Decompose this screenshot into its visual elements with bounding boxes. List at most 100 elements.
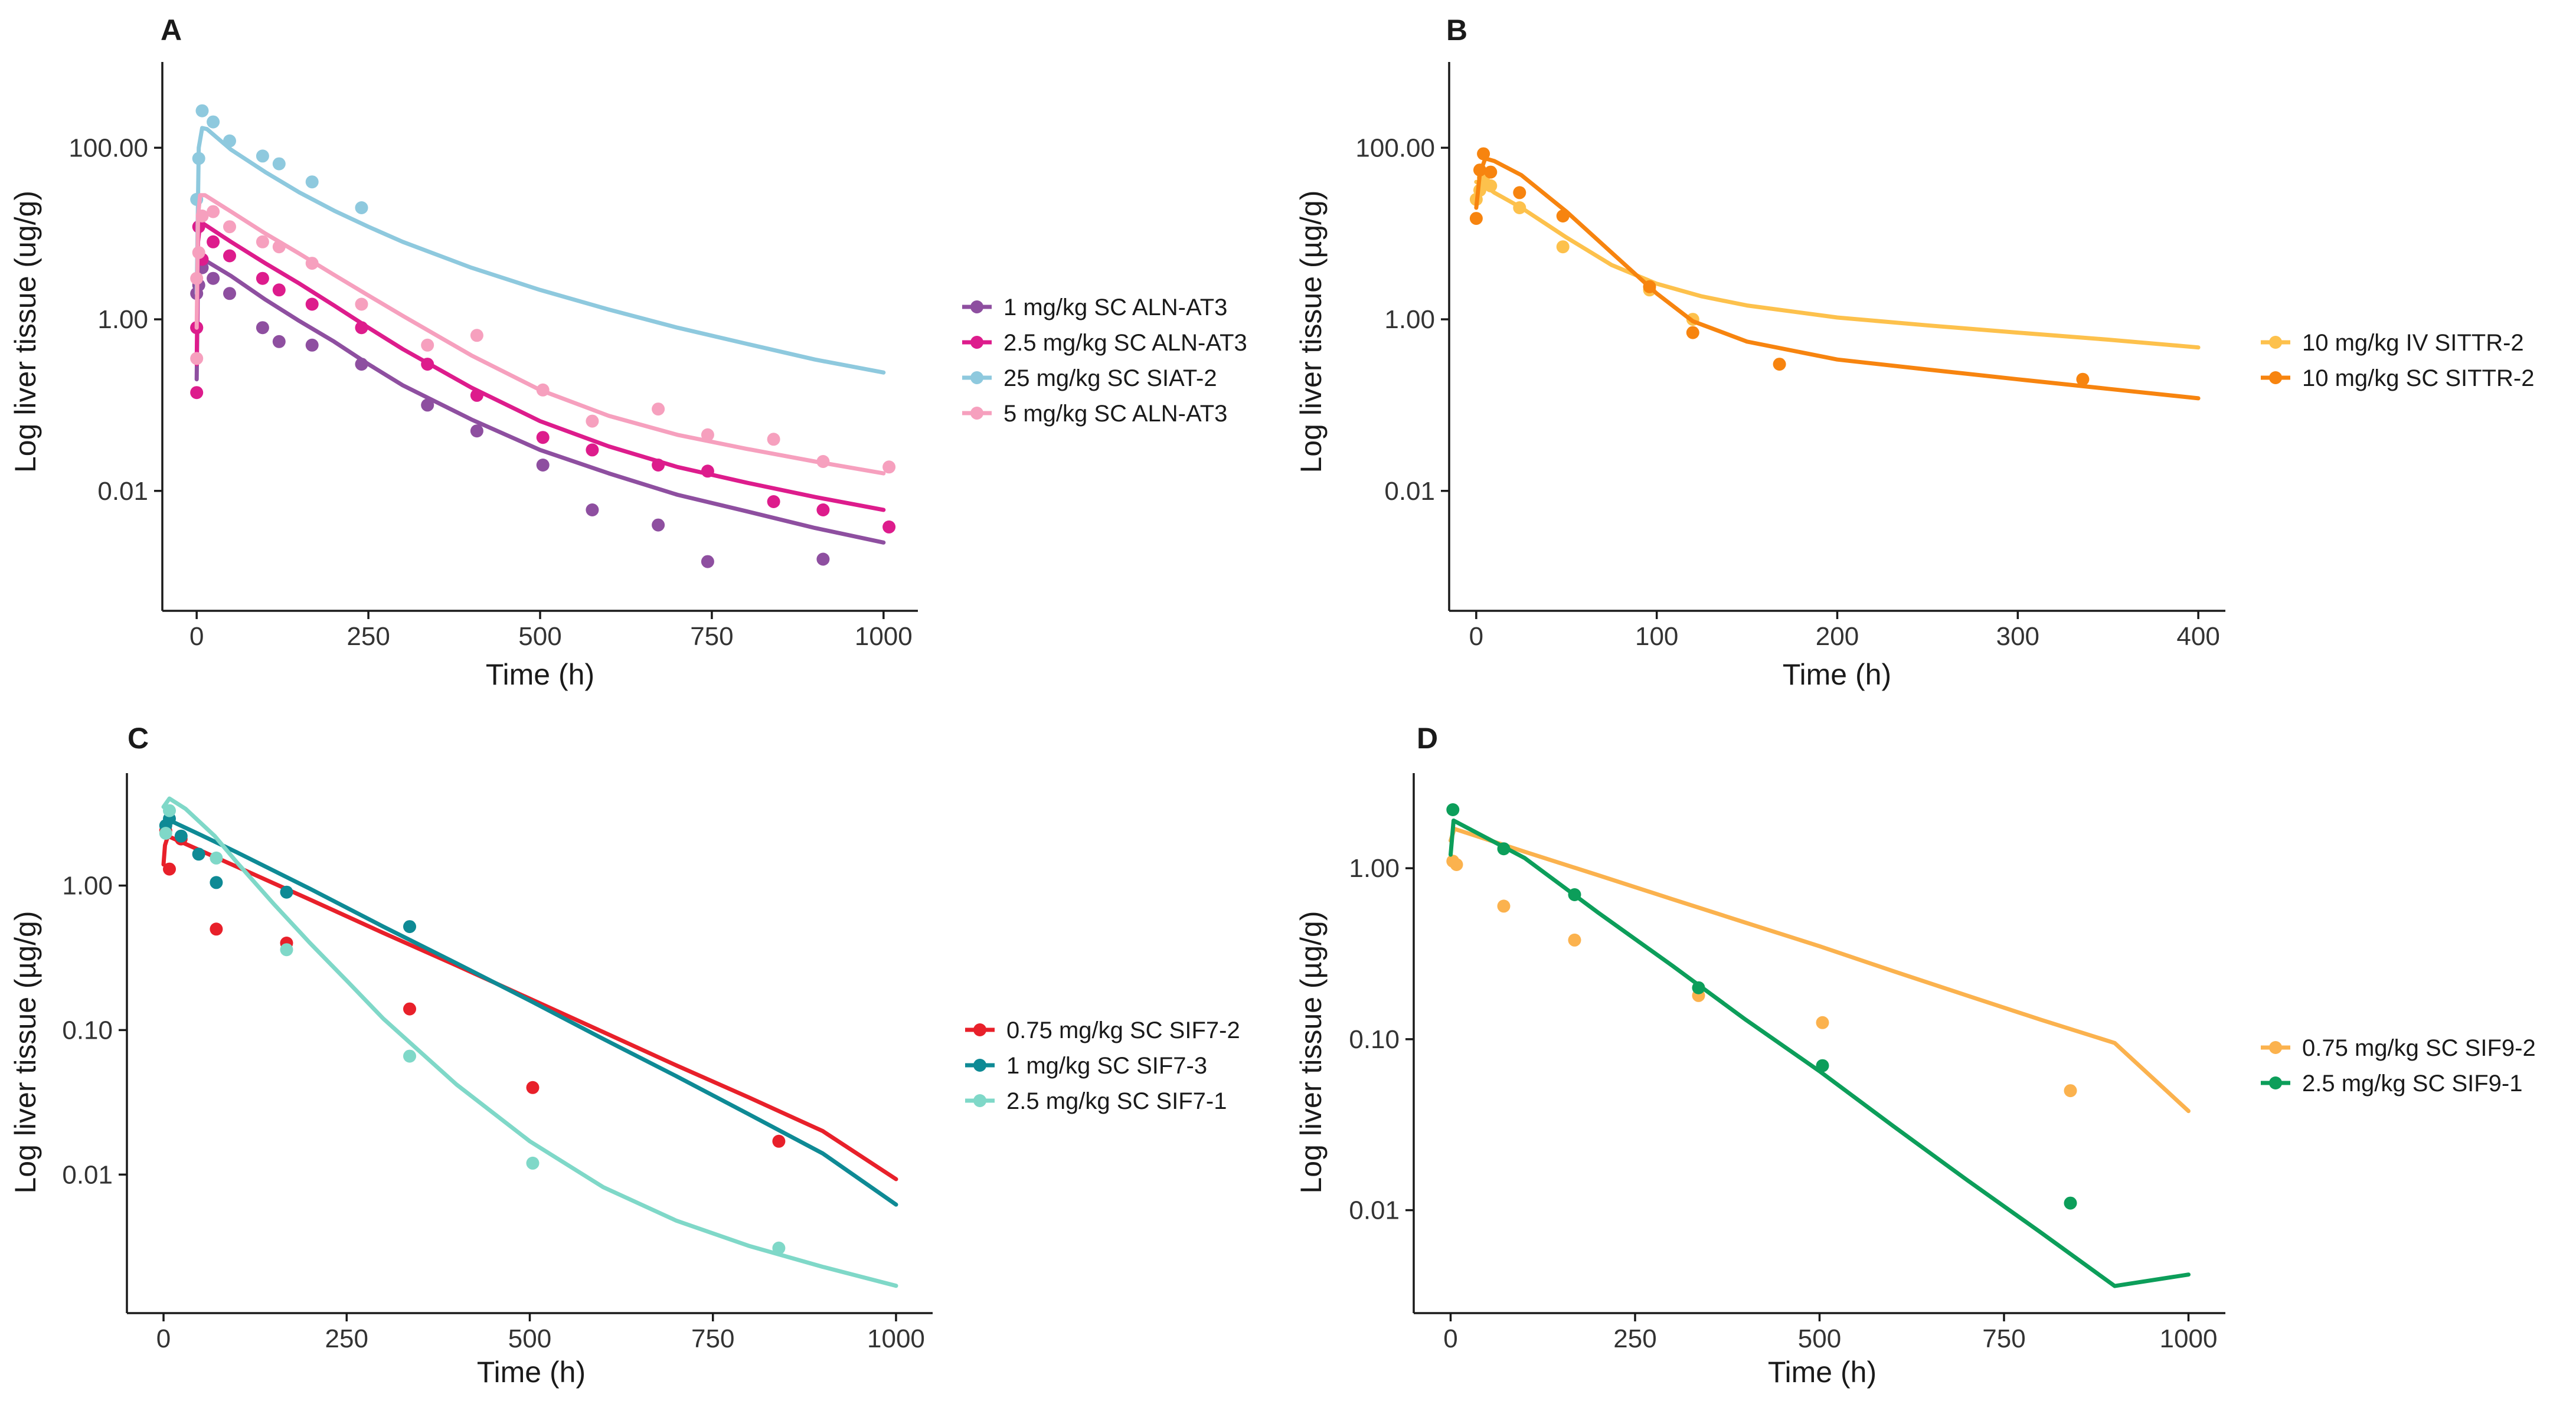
- data-point: [403, 1002, 416, 1016]
- fit-line: [161, 796, 898, 1288]
- x-tick-label: 0: [1469, 622, 1483, 651]
- x-tick-label: 200: [1816, 622, 1859, 651]
- data-point: [1692, 981, 1705, 994]
- x-tick-label: 1000: [2160, 1324, 2218, 1353]
- panel-letter: C: [128, 722, 149, 755]
- y-axis-title: Log liver tissue (µg/g): [9, 911, 42, 1193]
- legend-label: 2.5 mg/kg SC SIF7-1: [1006, 1088, 1227, 1114]
- x-tick-label: 750: [691, 1324, 734, 1353]
- data-point: [223, 249, 236, 263]
- data-point: [1513, 201, 1526, 214]
- legend-marker: [2269, 1041, 2282, 1054]
- data-point: [652, 459, 665, 472]
- data-point: [210, 851, 223, 865]
- data-point: [816, 455, 830, 468]
- legend-entry: 0.75 mg/kg SC SIF7-2: [965, 1017, 1240, 1043]
- data-point: [305, 175, 319, 189]
- data-point: [421, 338, 434, 352]
- panel-c: C 0 250 500 750 1000 0.01 0.10 1.00 Time (h) Lo…: [9, 722, 1240, 1389]
- x-tick-label: 0: [156, 1324, 171, 1353]
- data-point: [207, 205, 220, 218]
- x-tick-label: 400: [2176, 622, 2219, 651]
- data-point: [882, 520, 896, 534]
- x-axis-title: Time (h): [477, 1356, 586, 1389]
- legend-marker: [2269, 336, 2282, 349]
- x-tick-label: 250: [325, 1324, 368, 1353]
- legend: 0.75 mg/kg SC SIF9-2 2.5 mg/kg SC SIF9-1: [2261, 1035, 2536, 1097]
- panel-letter: A: [161, 14, 182, 47]
- data-point: [652, 402, 665, 416]
- legend-marker: [2269, 1076, 2282, 1089]
- data-point: [2064, 1196, 2077, 1210]
- plot-area: 0 250 500 750 1000 0.01 0.10 1.00: [62, 773, 933, 1353]
- legend-entry: 10 mg/kg SC SITTR-2: [2261, 365, 2534, 391]
- data-point: [470, 329, 483, 342]
- x-tick-label: 250: [346, 622, 390, 651]
- x-tick-label: 750: [690, 622, 733, 651]
- x-tick-label: 0: [189, 622, 204, 651]
- data-point: [701, 555, 714, 568]
- data-point: [767, 495, 780, 508]
- legend-marker: [2269, 371, 2282, 384]
- data-point: [163, 804, 176, 817]
- y-tick-label: 100.00: [1355, 133, 1435, 162]
- panel-letter: D: [1417, 722, 1438, 755]
- legend-label: 0.75 mg/kg SC SIF9-2: [2302, 1035, 2536, 1061]
- data-point: [772, 1134, 786, 1148]
- y-tick-label: 0.01: [1384, 477, 1435, 506]
- data-point: [223, 220, 236, 234]
- legend-entry: 1 mg/kg SC SIF7-3: [965, 1053, 1207, 1079]
- data-point: [192, 152, 205, 165]
- y-tick-label: 0.10: [1349, 1025, 1400, 1054]
- data-point: [272, 283, 286, 297]
- y-tick-label: 0.10: [62, 1016, 113, 1045]
- y-axis-title: Log liver tissue (µg/g): [1294, 911, 1328, 1193]
- data-point: [536, 431, 550, 444]
- legend-entry: 2.5 mg/kg SC SIF9-1: [2261, 1071, 2522, 1097]
- panel-d: D 0 250 500 750 1000 0.01 0.10 1.00 Time (h) Lo…: [1294, 722, 2536, 1389]
- legend: 10 mg/kg IV SITTR-2 10 mg/kg SC SITTR-2: [2261, 330, 2534, 391]
- data-point: [192, 246, 205, 259]
- data-point: [470, 388, 483, 402]
- x-axis-title: Time (h): [1768, 1356, 1877, 1389]
- legend: 1 mg/kg SC ALN-AT3 2.5 mg/kg SC ALN-AT3 25…: [962, 294, 1247, 427]
- data-point: [305, 257, 319, 270]
- data-point: [1497, 842, 1511, 856]
- fit-line: [194, 193, 886, 476]
- data-point: [701, 464, 714, 478]
- x-tick-label: 750: [1982, 1324, 2025, 1353]
- panel-letter: B: [1446, 14, 1467, 47]
- data-point: [174, 829, 188, 843]
- data-point: [207, 235, 220, 248]
- x-tick-label: 500: [518, 622, 561, 651]
- data-point: [210, 922, 223, 936]
- x-tick-label: 1000: [855, 622, 913, 651]
- series-4: [190, 193, 896, 476]
- data-point: [526, 1081, 540, 1094]
- data-point: [1556, 240, 1570, 254]
- data-point: [210, 876, 223, 889]
- legend-marker: [970, 407, 983, 420]
- legend: 0.75 mg/kg SC SIF7-2 1 mg/kg SC SIF7-3 2.5…: [965, 1017, 1240, 1114]
- series-2: [159, 812, 898, 1207]
- legend-label: 2.5 mg/kg SC ALN-AT3: [1003, 330, 1247, 356]
- data-point: [403, 920, 416, 934]
- data-point: [256, 149, 269, 163]
- fit-line: [161, 834, 898, 1182]
- data-point: [223, 134, 236, 148]
- data-point: [421, 398, 434, 412]
- data-point: [586, 414, 599, 428]
- fit-line: [194, 126, 886, 375]
- data-point: [305, 338, 319, 352]
- data-point: [652, 518, 665, 532]
- data-point: [190, 352, 204, 365]
- data-point: [1473, 163, 1486, 177]
- x-tick-label: 500: [508, 1324, 551, 1353]
- legend-marker: [970, 371, 983, 384]
- y-tick-label: 0.01: [97, 477, 148, 506]
- data-point: [272, 157, 286, 171]
- x-axis-title: Time (h): [1783, 658, 1891, 691]
- data-point: [256, 235, 269, 248]
- legend-label: 2.5 mg/kg SC SIF9-1: [2302, 1071, 2522, 1097]
- data-point: [207, 115, 220, 129]
